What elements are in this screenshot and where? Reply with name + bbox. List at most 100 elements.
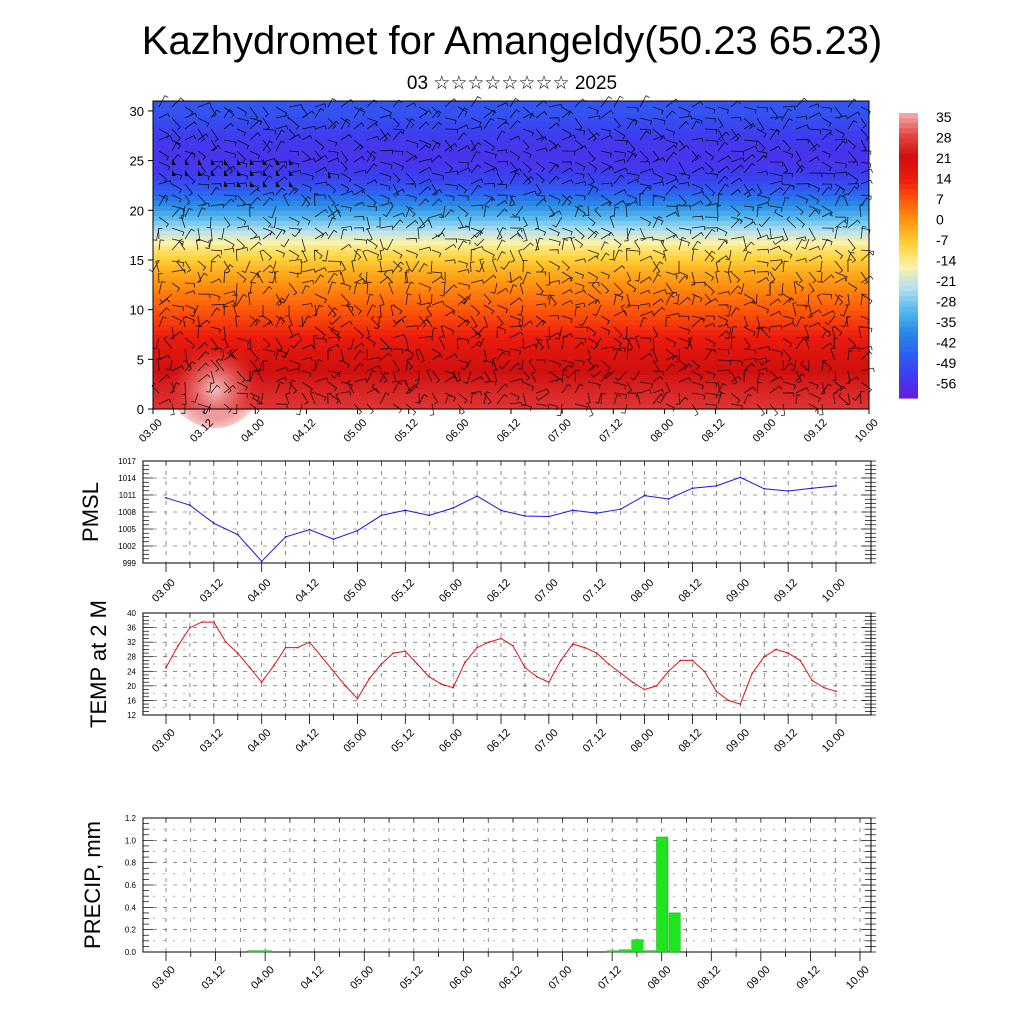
x-tick-label: 04.12 [290,417,318,445]
x-tick-label: 09.12 [794,964,822,992]
x-tick-label: 08.00 [628,577,656,605]
y-tick-label: 1002 [118,542,136,551]
data-point [571,643,574,645]
data-point [715,690,718,693]
data-point [500,637,502,640]
x-tick-label: 07.12 [581,577,609,605]
colorbar-label: 21 [936,150,952,166]
y-tick-label: 36 [127,624,136,633]
x-tick-label: 03.12 [199,964,227,992]
x-tick-label: 08.12 [676,577,704,605]
data-point [189,504,191,507]
colorbar-label: 28 [936,130,952,146]
data-point [643,688,646,691]
data-point [703,670,706,673]
data-point [512,644,514,647]
y-tick-label: 1011 [119,491,137,500]
y-tick-label: 30 [130,104,144,119]
data-point [667,498,670,500]
x-tick-label: 05.00 [341,417,369,445]
data-point [619,672,622,675]
chart-subtitle: 03 ☆☆☆☆☆☆☆☆ 2025 [406,73,618,94]
y-tick-label: 40 [127,609,136,618]
data-point [619,508,622,511]
data-point [200,621,203,624]
x-tick-label: 03.00 [150,964,178,992]
y-tick-label: 5 [137,352,144,367]
data-point [344,684,347,687]
x-tick-label: 07.00 [533,577,561,605]
x-tick-label: 03.00 [150,727,178,755]
data-point [356,529,359,532]
data-point [655,684,658,687]
x-tick-label: 03.12 [198,577,226,605]
data-point [835,485,837,487]
x-tick-label: 04.00 [249,964,277,992]
data-point [284,536,287,538]
x-tick-label: 09.00 [751,417,779,445]
y-tick-label: 32 [127,638,136,647]
x-tick-label: 05.12 [393,417,421,445]
colorbar-label: 14 [936,171,952,187]
y-tick-label: 1017 [118,457,136,466]
data-point [535,675,538,678]
precip-bar [247,950,260,953]
data-point [691,487,694,490]
data-point [428,514,431,517]
data-point [524,515,526,517]
data-point [476,646,478,649]
series-line [165,476,837,563]
data-point [368,677,371,680]
x-tick-label: 07.00 [533,727,561,755]
data-point [380,514,383,517]
data-point [631,681,634,684]
x-tick-label: 09.00 [724,577,752,605]
y-tick-label: 1014 [118,474,136,483]
colorbar-label: -21 [936,273,956,289]
data-point [404,509,407,512]
x-tick-label: 05.12 [398,964,426,992]
data-point [260,560,263,563]
data-point [787,652,790,654]
y-tick-label: 20 [127,682,136,691]
data-point [332,670,335,673]
data-point [284,646,287,649]
data-point [751,672,754,675]
data-point [177,644,179,647]
plot-frame [142,612,872,716]
y-axis-title: TEMP at 2 M [86,600,111,728]
data-point [452,507,455,509]
data-point [296,646,299,649]
colorbar-label: 7 [936,191,944,207]
x-tick-label: 06.12 [485,577,513,605]
chart-title: Kazhydromet for Amangeldy(50.23 65.23) [141,19,883,63]
x-tick-label: 06.12 [497,964,525,992]
data-point [476,495,478,498]
data-point [787,490,790,492]
heatmap-field [153,101,869,428]
data-point [404,650,407,653]
data-point [308,528,311,531]
data-point [763,487,766,490]
data-point [260,681,263,684]
x-tick-label: 05.12 [389,727,417,755]
data-point [165,666,167,669]
x-tick-label: 10.00 [820,727,848,755]
x-tick-label: 06.00 [447,964,475,992]
x-tick-label: 07.12 [596,964,624,992]
colorbar-label: -14 [936,253,956,269]
data-point [799,659,802,662]
x-tick-label: 04.00 [239,417,267,445]
data-point [835,690,837,693]
precip-bar [668,912,681,953]
data-point [332,538,335,541]
data-point [464,661,467,664]
x-tick-label: 04.12 [293,727,321,755]
x-tick-label: 03.00 [137,417,165,445]
data-point [165,496,167,499]
precip-panel: 0.0 0.2 0.4 0.6 0.8 1.0 1.2 03.00 03.12 04.00 04.1… [80,814,876,992]
data-point [715,485,718,487]
data-point [440,683,443,685]
colorbar-label: -28 [936,294,956,310]
